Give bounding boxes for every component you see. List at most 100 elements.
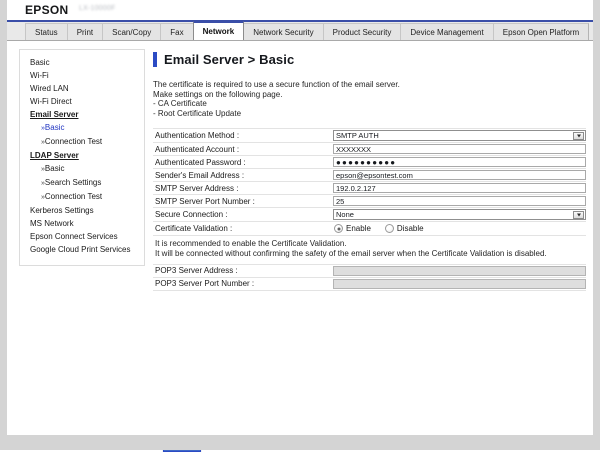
sidebar-nav: Basic Wi-Fi Wired LAN Wi-Fi Direct Email Ser… [19,49,145,266]
sidebar-item-basic[interactable]: Basic [30,58,50,67]
chevron-right-icon: » [41,125,45,132]
sidebar-item-basic[interactable]: »Basic [20,162,144,176]
pop3-settings-table: POP3 Server Address : POP3 Server Port Nu… [153,263,586,291]
sidebar-item-wi-fi[interactable]: Wi-Fi [30,71,49,80]
radio-option-disable[interactable]: Disable [384,224,424,234]
radio-button-enable[interactable] [334,224,343,234]
chevron-right-icon: » [41,139,45,146]
field-label: Secure Connection : [153,207,333,223]
page-footer-strip [0,435,600,450]
chevron-right-icon: » [41,180,45,187]
field-label: Authenticated Account : [153,142,333,157]
field-cell: SMTP AUTH [333,128,586,144]
settings-row: Authentication Method : SMTP AUTH [153,128,586,144]
tab-fax[interactable]: Fax [160,23,194,40]
field-cell [333,276,586,291]
settings-row: Secure Connection : None [153,207,586,223]
tab-device-management[interactable]: Device Management [400,23,494,40]
tab-print[interactable]: Print [66,23,104,40]
field-label: Authenticated Password : [153,155,333,170]
sidebar-item-ldap-server: LDAP Server [30,151,79,160]
chevron-right-icon: » [41,194,45,201]
pop3-server-address-input [333,265,586,276]
settings-row: SMTP Server Address : [153,181,586,196]
field-label: Authentication Method : [153,128,333,144]
sidebar-item-email-server: Email Server [30,110,79,119]
page-body: Basic Wi-Fi Wired LAN Wi-Fi Direct Email Ser… [7,41,593,452]
field-cell [333,181,586,196]
authenticated-password-input[interactable] [333,157,586,168]
field-cell [333,194,586,209]
smtp-server-address-input[interactable] [333,183,586,194]
settings-row: POP3 Server Address : [153,263,586,278]
tab-scan-copy[interactable]: Scan/Copy [102,23,162,40]
certificate-validation-note: It is recommended to enable the Certific… [155,239,586,258]
selected-value: SMTP AUTH [336,131,379,141]
sidebar-item-google-cloud-print-services[interactable]: Google Cloud Print Services [30,245,131,254]
radio-label: Disable [396,224,424,234]
radio-button-disable[interactable] [384,224,394,234]
sidebar-item-wired-lan[interactable]: Wired LAN [30,84,69,93]
tab-network-security[interactable]: Network Security [243,23,324,40]
certificate-validation-radio-group: Enable Disable [333,223,586,234]
field-label: Sender's Email Address : [153,168,333,183]
main-tabstrip: Status Print Scan/Copy Fax Network Network Se… [7,20,593,41]
settings-row: Certificate Validation : Enable Disable [153,221,586,237]
authentication-method-select[interactable]: SMTP AUTH [333,130,586,142]
page-gutter-right [593,0,600,450]
smtp-server-port-number-input[interactable] [333,196,586,207]
settings-row: POP3 Server Port Number : [153,276,586,291]
settings-row: Authenticated Account : [153,142,586,157]
sidebar-item-search-settings[interactable]: »Search Settings [20,176,144,190]
authenticated-account-input[interactable] [333,144,586,155]
settings-row: Sender's Email Address : [153,168,586,183]
page-title-row: Email Server > Basic [153,52,586,67]
chevron-down-icon[interactable] [573,132,584,141]
sidebar-item-ms-network[interactable]: MS Network [30,219,74,228]
page-description: The certificate is required to use a sec… [153,80,586,118]
settings-row: SMTP Server Port Number : [153,194,586,209]
printer-model-label: LX-10000F [79,5,116,12]
field-cell [333,142,586,157]
sidebar-item-kerberos-settings[interactable]: Kerberos Settings [30,206,94,215]
selected-value: None [336,210,354,220]
sidebar-item-label: Basic [44,164,65,173]
brand-header: EPSON LX-10000F [7,0,593,20]
description-line: - CA Certificate [153,99,207,109]
email-server-settings-table: Authentication Method : SMTP AUTH Authenti… [153,128,586,237]
sidebar-item-epson-connect-services[interactable]: Epson Connect Services [30,232,118,241]
radio-label: Enable [346,224,371,234]
tab-epson-open-platform[interactable]: Epson Open Platform [492,23,590,40]
sender-s-email-address-input[interactable] [333,170,586,181]
sidebar-item-label: Connection Test [44,137,103,146]
sidebar-item-wi-fi-direct[interactable]: Wi-Fi Direct [30,97,72,106]
field-cell [333,263,586,278]
sidebar-item-basic[interactable]: »Basic [20,121,144,135]
sidebar-item-label: Basic [44,123,65,132]
field-cell [333,168,586,183]
sidebar-item-label: Connection Test [44,192,103,201]
field-cell: Enable Disable [333,221,586,237]
tab-network[interactable]: Network [192,21,245,40]
page-gutter-left [0,0,7,450]
tab-product-security[interactable]: Product Security [322,23,402,40]
settings-row: Authenticated Password : [153,155,586,170]
radio-option-enable[interactable]: Enable [334,224,371,234]
chevron-down-icon[interactable] [573,211,584,220]
sidebar-item-connection-test[interactable]: »Connection Test [20,135,144,149]
field-label: POP3 Server Port Number : [153,276,333,291]
epson-logo: EPSON [25,3,69,17]
description-line: Make settings on the following page. [153,89,283,99]
sidebar-item-connection-test[interactable]: »Connection Test [20,190,144,204]
field-label: SMTP Server Address : [153,181,333,196]
page-title: Email Server > Basic [164,52,295,67]
tab-status[interactable]: Status [25,23,68,40]
web-config-page: EPSON LX-10000F Status Print Scan/Copy Fax N… [7,0,593,452]
sidebar-item-label: Search Settings [44,178,102,187]
field-label: POP3 Server Address : [153,263,333,278]
description-line: - Root Certificate Update [153,108,242,118]
secure-connection-select[interactable]: None [333,209,586,221]
field-label: Certificate Validation : [153,221,333,237]
chevron-right-icon: » [41,166,45,173]
